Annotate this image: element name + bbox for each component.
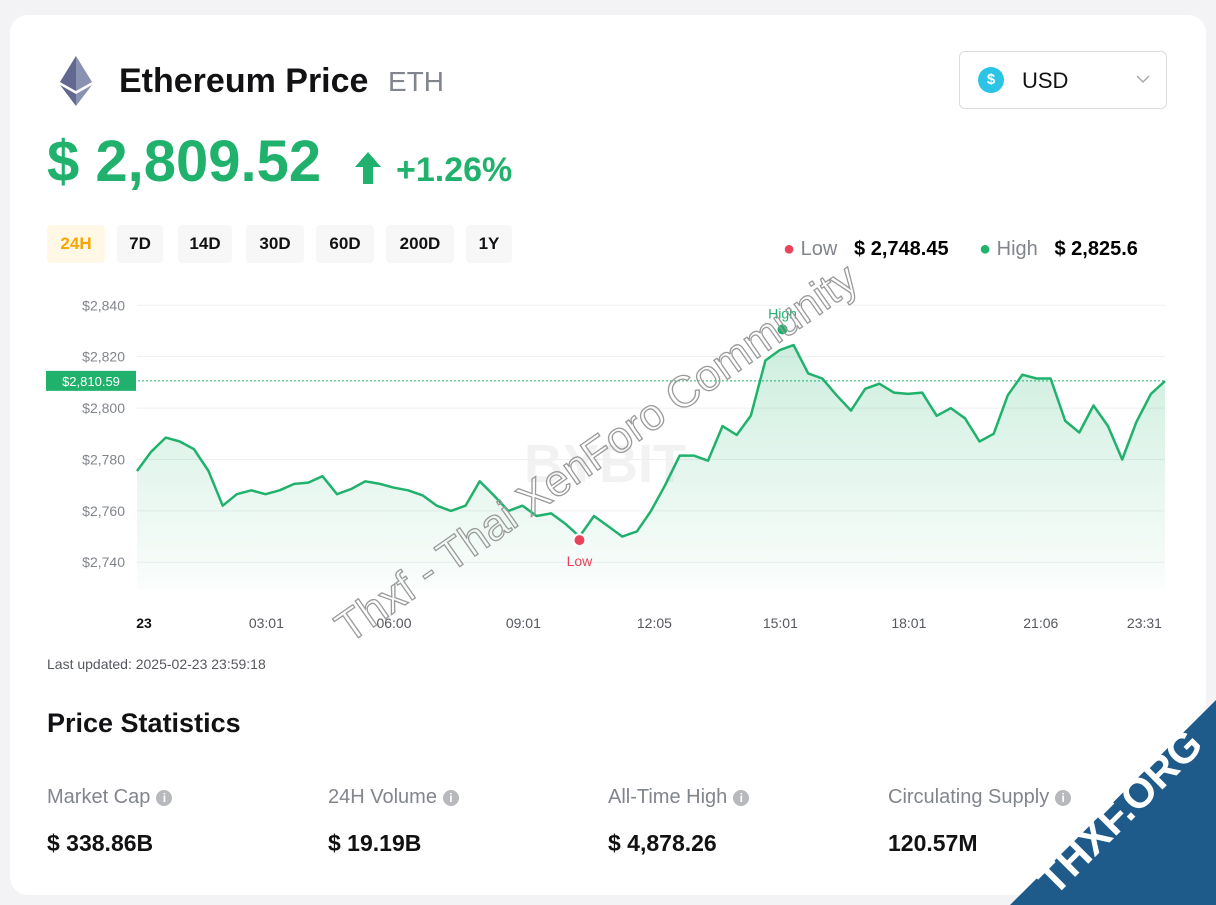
info-icon[interactable]: i (1055, 789, 1072, 806)
annotation-label: High (768, 305, 797, 321)
low-label: Low (800, 238, 838, 260)
range-tab[interactable]: 30D (246, 225, 304, 263)
stat-value: $ 19.19B (328, 830, 422, 856)
x-tick-label: 06:00 (376, 615, 411, 631)
annotation-label: Low (567, 553, 594, 569)
x-tick-label: 23:31 (1127, 615, 1162, 631)
title: Ethereum Price (119, 62, 369, 100)
stats-title: Price Statistics (47, 708, 241, 738)
info-icon[interactable]: i (442, 789, 459, 806)
x-tick-label: 18:01 (891, 615, 926, 631)
stat-label: Market Cap i (47, 786, 173, 809)
info-icon[interactable]: i (733, 789, 750, 806)
y-tick-label: $2,780 (82, 451, 125, 467)
stat-label-text: Market Cap (47, 786, 151, 808)
stat-value: $ 338.86B (47, 830, 154, 856)
y-tick-label: $2,800 (82, 400, 125, 416)
current-price-label: $2,810.59 (62, 374, 120, 389)
chevron (1136, 75, 1150, 84)
y-tick-label: $2,840 (82, 297, 125, 313)
x-tick-label: 12:05 (637, 615, 672, 631)
annotation-marker (775, 322, 790, 337)
badge-shape (1010, 700, 1216, 905)
annotation-marker (572, 533, 587, 548)
watermark: BYBIT (524, 434, 686, 494)
stat-label-text: All-Time High (608, 786, 728, 808)
x-tick-label: 03:01 (249, 615, 284, 631)
currency-select[interactable]: $ USD (959, 51, 1167, 109)
last-updated: Last updated: 2025-02-23 23:59:18 (47, 656, 266, 672)
x-tick-label: 15:01 (763, 615, 798, 631)
currency: USD (1022, 68, 1069, 93)
area (137, 345, 1165, 590)
y-tick-label: $2,820 (82, 349, 125, 365)
range-tab[interactable]: 200D (386, 225, 454, 263)
high-summary: ● High $ 2,825.6 (979, 238, 1138, 260)
stat-label: Circulating Supply i (888, 786, 1072, 809)
info-icon[interactable]: i (156, 789, 173, 806)
stat-label-text: 24H Volume (328, 786, 437, 808)
range-tab[interactable]: 7D (117, 225, 163, 263)
range-tab[interactable]: 60D (316, 225, 374, 263)
price: $ 2,809.52 (47, 129, 322, 194)
stat-label: 24H Volume i (328, 786, 459, 809)
range-tab[interactable]: 1Y (466, 225, 512, 263)
change: +1.26% (396, 151, 513, 189)
currency-icon: $ (978, 67, 1004, 93)
eth-logo (60, 56, 92, 106)
stat-label: All-Time High i (608, 786, 750, 809)
x-tick-label: 23 (136, 615, 152, 631)
high-label: High (996, 238, 1038, 260)
y-tick-label: $2,760 (82, 503, 125, 519)
up-arrow (355, 152, 381, 184)
y-tick-label: $2,740 (82, 554, 125, 570)
stat-value: 120.57M (888, 830, 978, 856)
range-tab[interactable]: 14D (178, 225, 232, 263)
x-tick-label: 09:01 (506, 615, 541, 631)
stat-value: $ 4,878.26 (608, 830, 717, 856)
x-tick-label: 21:06 (1023, 615, 1058, 631)
range-tab[interactable]: 24H (47, 225, 105, 263)
high-value: $ 2,825.6 (1054, 238, 1138, 260)
stat-label-text: Circulating Supply (888, 786, 1050, 808)
low-summary: ● Low $ 2,748.45 (783, 238, 949, 260)
current-price-box (46, 370, 136, 391)
symbol: ETH (388, 66, 444, 97)
line (135, 343, 1166, 538)
low-value: $ 2,748.45 (854, 238, 949, 260)
